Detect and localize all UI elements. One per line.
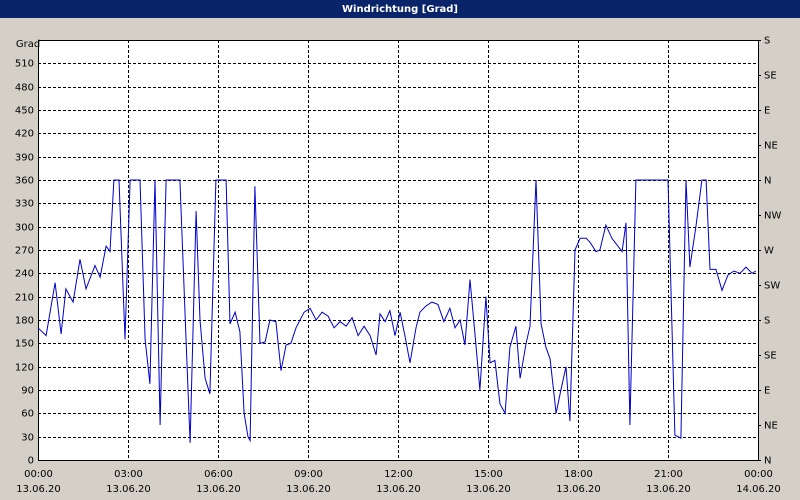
y2-tick-label: S <box>764 316 770 327</box>
y2-tick-label: SE <box>764 351 777 362</box>
y-tick-label: 450 <box>15 106 34 117</box>
y2-tick-label: S <box>764 36 770 47</box>
plot-frame <box>38 40 759 461</box>
y-tick-label: 270 <box>15 246 34 257</box>
y2-tick-label: W <box>764 246 774 257</box>
y-tick-label: 90 <box>21 386 34 397</box>
y2-tick-label: N <box>764 456 771 467</box>
x-tick-label: 03:00 <box>114 469 143 480</box>
x-tick-date: 13.06.20 <box>556 484 601 495</box>
x-tick-date: 14.06.20 <box>736 484 781 495</box>
x-tick-date: 13.06.20 <box>196 484 241 495</box>
x-tick-date: 13.06.20 <box>466 484 511 495</box>
y-tick-label: 360 <box>15 176 34 187</box>
x-tick-date: 13.06.20 <box>106 484 151 495</box>
y2-tick-label: NE <box>764 421 778 432</box>
chart-title: Windrichtung [Grad] <box>342 4 458 15</box>
x-tick-label: 12:00 <box>384 469 413 480</box>
wind-direction-line <box>37 179 757 443</box>
x-tick-label: 09:00 <box>294 469 323 480</box>
y-tick-label: 510 <box>15 59 34 70</box>
x-tick-label: 15:00 <box>474 469 503 480</box>
y-tick-label: 390 <box>15 153 34 164</box>
y2-tick-label: E <box>764 106 770 117</box>
y-tick-label: 240 <box>15 269 34 280</box>
x-tick-label: 00:00 <box>744 469 773 480</box>
y-tick-label: 30 <box>21 433 34 444</box>
y-tick-label: 420 <box>15 129 34 140</box>
y2-tick-label: E <box>764 386 770 397</box>
y2-tick-label: NE <box>764 141 778 152</box>
y-tick-label: 60 <box>21 409 34 420</box>
y-axis-label: Grad <box>16 39 40 50</box>
title-bar <box>0 0 800 18</box>
x-tick-label: 18:00 <box>564 469 593 480</box>
x-tick-date: 13.06.20 <box>376 484 421 495</box>
y2-tick-label: SW <box>764 281 780 292</box>
y2-tick-label: SE <box>764 71 777 82</box>
y-tick-label: 120 <box>15 363 34 374</box>
y2-tick-label: NW <box>764 211 781 222</box>
x-tick-date: 13.06.20 <box>646 484 691 495</box>
x-tick-date: 13.06.20 <box>16 484 61 495</box>
x-tick-label: 06:00 <box>204 469 233 480</box>
y-tick-label: 180 <box>15 316 34 327</box>
x-tick-label: 00:00 <box>24 469 53 480</box>
y-tick-label: 150 <box>15 339 34 350</box>
x-tick-date: 13.06.20 <box>286 484 331 495</box>
y2-tick-label: N <box>764 176 771 187</box>
y-tick-label: 0 <box>28 456 34 467</box>
y-tick-label: 480 <box>15 83 34 94</box>
y-tick-label: 210 <box>15 293 34 304</box>
y-tick-label: 300 <box>15 223 34 234</box>
x-tick-label: 21:00 <box>654 469 683 480</box>
y-tick-label: 330 <box>15 199 34 210</box>
